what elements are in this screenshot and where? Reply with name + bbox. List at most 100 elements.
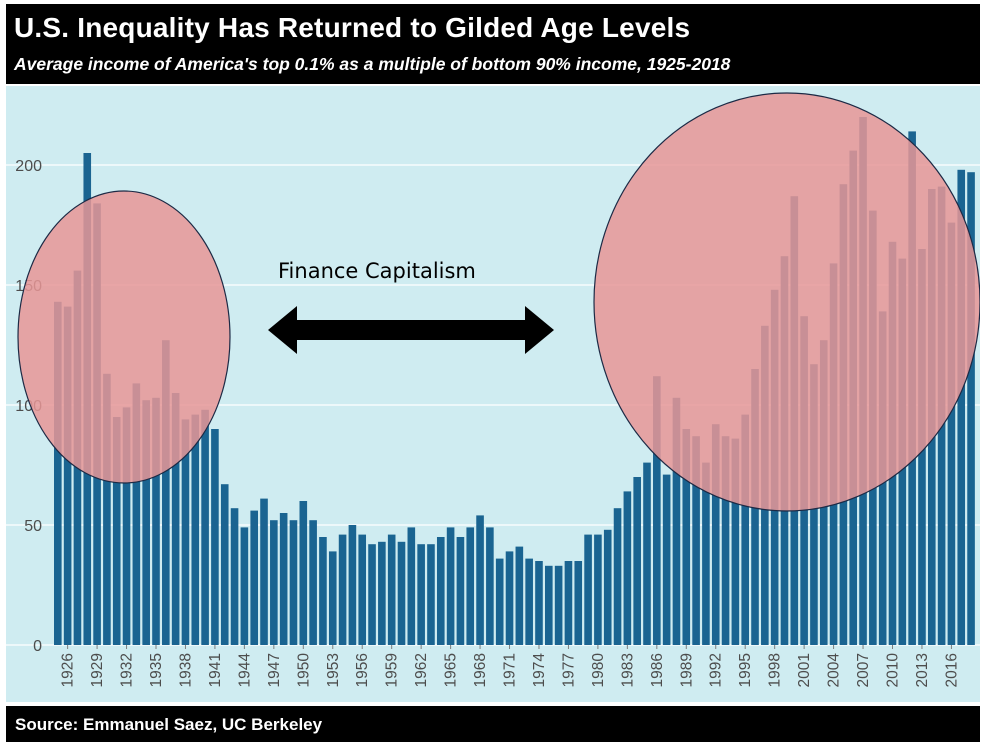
bar-1978	[574, 561, 583, 645]
y-tick-label: 200	[15, 158, 42, 175]
highlight-ellipse-modern-era	[593, 92, 980, 512]
x-tick-label: 1965	[443, 653, 460, 687]
bar-1956	[358, 534, 367, 645]
x-tick-label: 1998	[767, 653, 784, 687]
x-tick-label: 1941	[207, 653, 224, 687]
bar-2017	[957, 169, 966, 646]
bar-1977	[564, 561, 573, 645]
x-tick-label: 1995	[737, 653, 754, 687]
bar-1973	[525, 558, 533, 645]
x-tick-label: 1971	[502, 653, 519, 687]
x-tick-label: 2001	[796, 653, 813, 687]
finance-capitalism-label: Finance Capitalism	[278, 259, 476, 283]
bar-1953	[328, 551, 337, 645]
bar-1980	[594, 534, 602, 645]
x-tick-label: 1959	[384, 653, 401, 687]
bar-1972	[515, 546, 524, 645]
bar-1992	[711, 424, 720, 645]
x-tick-label: 1986	[649, 653, 666, 687]
bar-1989	[682, 429, 691, 645]
bar-1951	[309, 520, 317, 645]
bar-1954	[338, 534, 347, 645]
bar-1976	[554, 565, 563, 645]
bar-1948	[279, 513, 288, 645]
bar-1934	[142, 400, 150, 645]
x-tick-label: 2007	[855, 653, 872, 687]
x-tick-label: 1968	[472, 653, 489, 687]
bar-2018	[967, 172, 975, 645]
bar-1926	[63, 306, 72, 645]
bar-1958	[378, 541, 386, 645]
source-note: Source: Emmanuel Saez, UC Berkeley	[15, 715, 323, 734]
x-tick-label: 2016	[943, 653, 960, 687]
x-tick-label: 1932	[119, 653, 136, 687]
bar-1940	[201, 409, 209, 645]
bar-1974	[535, 561, 543, 645]
x-tick-label: 1929	[89, 653, 106, 687]
bar-1959	[387, 534, 396, 645]
bar-1935	[152, 397, 160, 645]
bar-1969	[486, 527, 494, 645]
bar-1984	[633, 477, 641, 645]
bar-1963	[427, 544, 435, 645]
bar-1983	[623, 491, 632, 645]
bar-1936	[162, 340, 170, 645]
y-tick-label: 0	[33, 638, 42, 655]
double-arrow-icon	[268, 306, 554, 354]
bar-1939	[191, 414, 200, 645]
bar-1964	[436, 537, 445, 645]
bar-1931	[112, 417, 121, 645]
x-tick-label: 2013	[914, 653, 931, 687]
bar-1985	[643, 462, 651, 645]
bar-1952	[319, 537, 327, 645]
bar-1995	[741, 414, 749, 645]
x-axis: 1926 1929 1932 1935 1938 1941 1944 1947 1950 1953…	[60, 645, 960, 688]
x-tick-label: 1950	[295, 653, 312, 688]
bar-1987	[662, 474, 671, 645]
bar-1949	[289, 520, 298, 645]
bar-1933	[132, 383, 141, 645]
x-tick-label: 1983	[619, 653, 636, 687]
highlight-ellipse-gilded-age	[17, 190, 231, 484]
x-tick-label: 1974	[531, 653, 548, 688]
x-tick-label: 1935	[148, 653, 165, 687]
x-tick-label: 1962	[413, 653, 430, 687]
bar-1990	[692, 436, 700, 645]
x-tick-label: 1992	[708, 653, 725, 687]
bar-1960	[397, 541, 406, 645]
chart-subtitle: Average income of America's top 0.1% as …	[14, 54, 731, 74]
bar-1994	[731, 438, 740, 645]
bar-1947	[270, 520, 278, 645]
bar-1955	[348, 525, 357, 645]
bar-1979	[584, 534, 592, 645]
bar-1962	[417, 544, 425, 645]
x-tick-label: 1956	[354, 653, 371, 687]
bar-1982	[613, 508, 622, 645]
x-tick-label: 1944	[236, 653, 253, 688]
bar-1968	[476, 515, 484, 645]
bar-1967	[466, 527, 475, 645]
bar-1945	[250, 510, 258, 645]
x-tick-label: 2004	[826, 653, 843, 688]
bar-2016	[947, 222, 956, 645]
x-tick-label: 1947	[266, 653, 283, 687]
x-tick-label: 1989	[678, 653, 695, 687]
x-tick-label: 2010	[885, 653, 902, 688]
bar-1937	[171, 393, 180, 645]
bar-1941	[211, 429, 219, 645]
bar-1988	[672, 397, 681, 645]
bar-1970	[495, 558, 504, 645]
bar-1938	[181, 419, 190, 645]
bar-1993	[721, 436, 730, 645]
bar-1957	[368, 544, 376, 645]
x-tick-label: 1926	[60, 653, 77, 687]
bar-1961	[407, 527, 416, 645]
bar-1925	[54, 301, 62, 645]
x-tick-label: 1977	[560, 653, 577, 687]
annotation-overlay: Finance Capitalism	[17, 92, 980, 512]
y-tick-label: 50	[24, 518, 42, 535]
bar-1981	[603, 529, 612, 645]
bar-1971	[505, 551, 514, 645]
bar-1944	[240, 527, 249, 645]
chart-footer: Source: Emmanuel Saez, UC Berkeley	[6, 706, 980, 742]
